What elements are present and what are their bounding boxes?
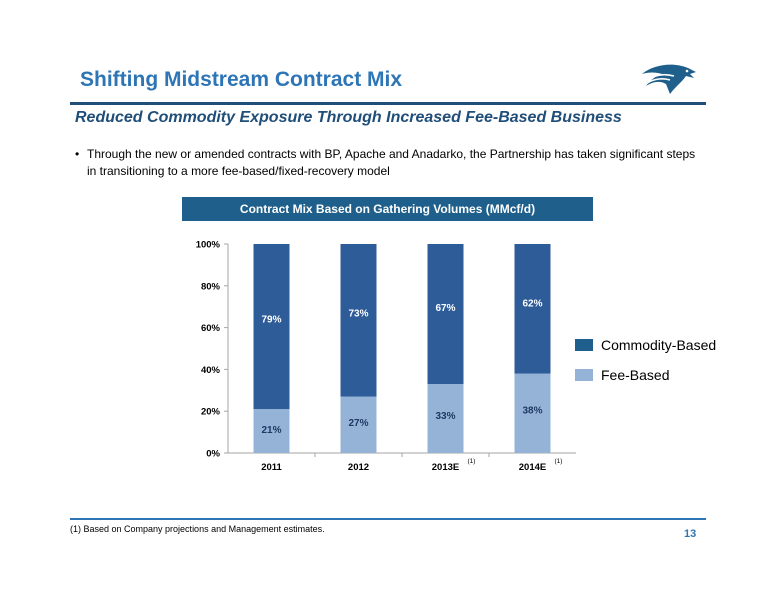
data-label-fee: 33% — [435, 411, 455, 422]
data-label-fee: 38% — [522, 405, 542, 416]
legend-label-fee: Fee-Based — [601, 367, 670, 383]
y-tick-label: 40% — [201, 365, 221, 376]
bar-fee — [253, 409, 290, 453]
data-label-commodity: 67% — [435, 303, 455, 314]
page-number: 13 — [684, 528, 697, 540]
bar-commodity — [427, 244, 464, 385]
bullet-point: • Through the new or amended contracts w… — [75, 146, 705, 180]
footnote: (1) Based on Company projections and Man… — [70, 524, 325, 534]
bar-commodity — [340, 244, 377, 397]
y-tick-label: 100% — [196, 240, 221, 251]
data-label-fee: 21% — [261, 425, 281, 436]
legend-label-commodity: Commodity-Based — [601, 337, 717, 353]
bar-commodity — [253, 244, 290, 410]
data-label-fee: 27% — [348, 418, 368, 429]
bullet-marker: • — [75, 147, 80, 161]
bar-fee — [514, 373, 551, 453]
x-tick-label: 2013E — [432, 462, 459, 473]
bar-fee — [427, 384, 464, 453]
x-tick-label: 2011 — [261, 462, 282, 473]
x-tick-label: 2012 — [348, 462, 369, 473]
x-tick-footnote: (1) — [468, 458, 476, 465]
legend-swatch-commodity — [575, 339, 593, 351]
header-rule — [70, 102, 706, 105]
y-tick-label: 60% — [201, 323, 221, 334]
x-tick-label: 2014E — [519, 462, 546, 473]
page-subtitle: Reduced Commodity Exposure Through Incre… — [75, 109, 622, 126]
legend-swatch-fee — [575, 369, 593, 381]
bar-fee — [340, 396, 377, 453]
data-label-commodity: 73% — [348, 309, 368, 320]
data-label-commodity: 79% — [261, 314, 281, 325]
y-tick-label: 20% — [201, 407, 221, 418]
x-tick-footnote: (1) — [555, 458, 563, 465]
y-tick-label: 80% — [201, 281, 221, 292]
eagle-logo-icon — [642, 64, 696, 94]
bullet-text: Through the new or amended contracts wit… — [87, 147, 696, 178]
y-tick-label: 0% — [206, 449, 220, 460]
data-label-commodity: 62% — [522, 298, 542, 309]
page-title: Shifting Midstream Contract Mix — [80, 68, 403, 91]
bar-commodity — [514, 244, 551, 374]
chart-header: Contract Mix Based on Gathering Volumes … — [182, 197, 593, 221]
footer-rule — [70, 518, 706, 520]
